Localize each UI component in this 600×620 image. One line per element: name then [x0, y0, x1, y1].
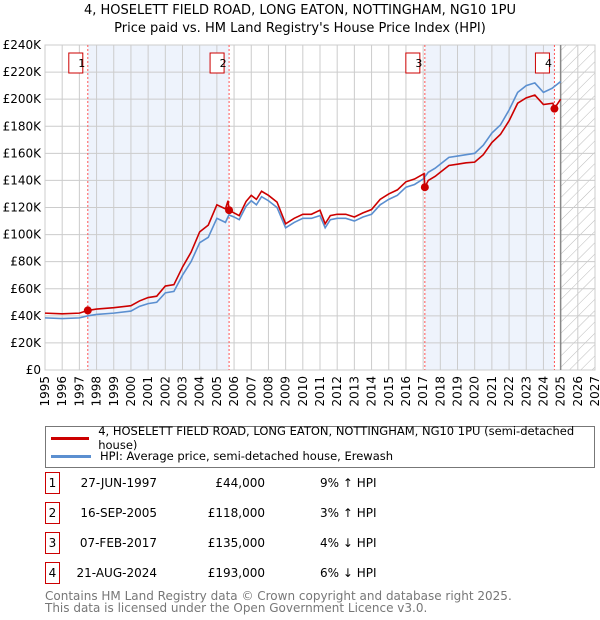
x-tick-label: 1999	[107, 376, 121, 407]
x-tick-label: 2018	[433, 376, 447, 407]
x-tick-label: 2017	[416, 376, 430, 407]
x-tick-label: 2000	[124, 376, 138, 407]
sale-hpi-diff: 3% ↑ HPI	[320, 506, 377, 520]
series-line-price	[44, 94, 562, 315]
x-tick-label: 1995	[38, 376, 52, 407]
sale-point	[550, 104, 559, 113]
sale-marker-box	[534, 52, 550, 74]
sale-price: £193,000	[207, 566, 265, 580]
legend-swatch	[51, 454, 91, 458]
sale-hpi-diff: 6% ↓ HPI	[320, 566, 377, 580]
x-tick-label: 2014	[365, 376, 379, 407]
x-tick-label: 2002	[158, 376, 172, 407]
sale-marker-box	[68, 52, 84, 74]
sale-date: 07-FEB-2017	[79, 536, 157, 550]
x-tick-label: 2015	[382, 376, 396, 407]
x-tick-label: 2003	[176, 376, 190, 407]
legend-label: 4, HOSELETT FIELD ROAD, LONG EATON, NOTT…	[98, 424, 575, 452]
sale-number: 3	[45, 532, 60, 554]
y-tick-label: £160K	[3, 146, 43, 160]
x-tick-label: 2012	[330, 376, 344, 407]
legend-label: HPI: Average price, semi-detached house,…	[100, 449, 394, 463]
y-tick-label: £220K	[3, 65, 43, 79]
sale-hpi-diff: 9% ↑ HPI	[320, 476, 377, 490]
chart-subtitle: Price paid vs. HM Land Registry's House …	[114, 21, 486, 36]
x-tick-label: 2019	[451, 376, 465, 407]
sale-date: 27-JUN-1997	[80, 476, 157, 490]
x-tick-label: 2007	[244, 376, 258, 407]
sale-marker-label: 2	[220, 57, 227, 70]
sale-marker-box	[209, 52, 225, 74]
sale-marker-label: 1	[78, 57, 85, 70]
x-tick-label: 2020	[468, 376, 482, 407]
x-tick-label: 1996	[55, 376, 69, 407]
sale-date: 21-AUG-2024	[76, 566, 158, 580]
sale-date: 16-SEP-2005	[80, 506, 157, 520]
chart-title: 4, HOSELETT FIELD ROAD, LONG EATON, NOTT…	[83, 3, 517, 18]
x-tick-label: 2010	[296, 376, 310, 407]
x-tick-label: 1997	[72, 376, 86, 407]
x-tick-label: 2016	[399, 376, 413, 407]
x-tick-label: 2026	[571, 376, 585, 407]
y-tick-label: £0	[26, 363, 41, 377]
x-tick-label: 2008	[261, 376, 275, 407]
legend-item-hpi: HPI: Average price, semi-detached house,…	[51, 447, 393, 465]
y-tick-label: £100K	[3, 228, 43, 242]
sale-marker-label: 4	[545, 57, 552, 70]
sale-marker-box	[405, 52, 421, 74]
y-tick-label: £80K	[10, 255, 42, 269]
sale-price: £135,000	[207, 536, 265, 550]
y-tick-label: £180K	[3, 119, 43, 133]
x-tick-label: 2005	[210, 376, 224, 407]
y-tick-label: £120K	[3, 201, 43, 215]
legend-swatch	[51, 436, 90, 440]
sale-number: 4	[45, 562, 60, 584]
y-tick-label: £140K	[3, 173, 43, 187]
x-tick-label: 2009	[279, 376, 293, 407]
sale-price: £44,000	[215, 476, 265, 490]
sale-number: 1	[45, 472, 60, 494]
legend: 4, HOSELETT FIELD ROAD, LONG EATON, NOTT…	[45, 424, 595, 468]
sale-marker-label: 3	[415, 57, 422, 70]
legend-item-price: 4, HOSELETT FIELD ROAD, LONG EATON, NOTT…	[51, 424, 594, 452]
x-tick-label: 2023	[519, 376, 533, 407]
x-tick-label: 2022	[502, 376, 516, 407]
x-tick-label: 2001	[141, 376, 155, 407]
y-tick-label: £240K	[3, 38, 43, 52]
series-line-hpi	[44, 80, 562, 320]
x-tick-label: 2024	[536, 376, 550, 407]
y-tick-label: £60K	[10, 282, 42, 296]
line-chart: 1995 1996 1997 1998 1999 2000 2001 2002 2003 2004…	[3, 38, 600, 407]
sale-point	[83, 306, 92, 315]
sale-point	[420, 183, 429, 192]
x-tick-label: 1998	[90, 376, 104, 407]
x-tick-label: 2027	[588, 376, 600, 407]
sale-hpi-diff: 4% ↓ HPI	[320, 536, 377, 550]
y-tick-label: £40K	[10, 309, 42, 323]
x-tick-label: 2011	[313, 376, 327, 407]
y-tick-label: £20K	[10, 336, 42, 350]
x-tick-label: 2025	[554, 376, 568, 407]
sale-number: 2	[45, 502, 60, 524]
x-tick-label: 2013	[347, 376, 361, 407]
footer-line-2: This data is licensed under the Open Gov…	[45, 601, 428, 615]
y-tick-label: £200K	[3, 92, 43, 106]
plot-border	[44, 44, 596, 371]
sale-price: £118,000	[207, 506, 265, 520]
x-tick-label: 2004	[193, 376, 207, 407]
x-tick-label: 2021	[485, 376, 499, 407]
footer-line-1: Contains HM Land Registry data © Crown c…	[45, 589, 512, 603]
sale-point	[225, 206, 234, 215]
x-tick-label: 2006	[227, 376, 241, 407]
